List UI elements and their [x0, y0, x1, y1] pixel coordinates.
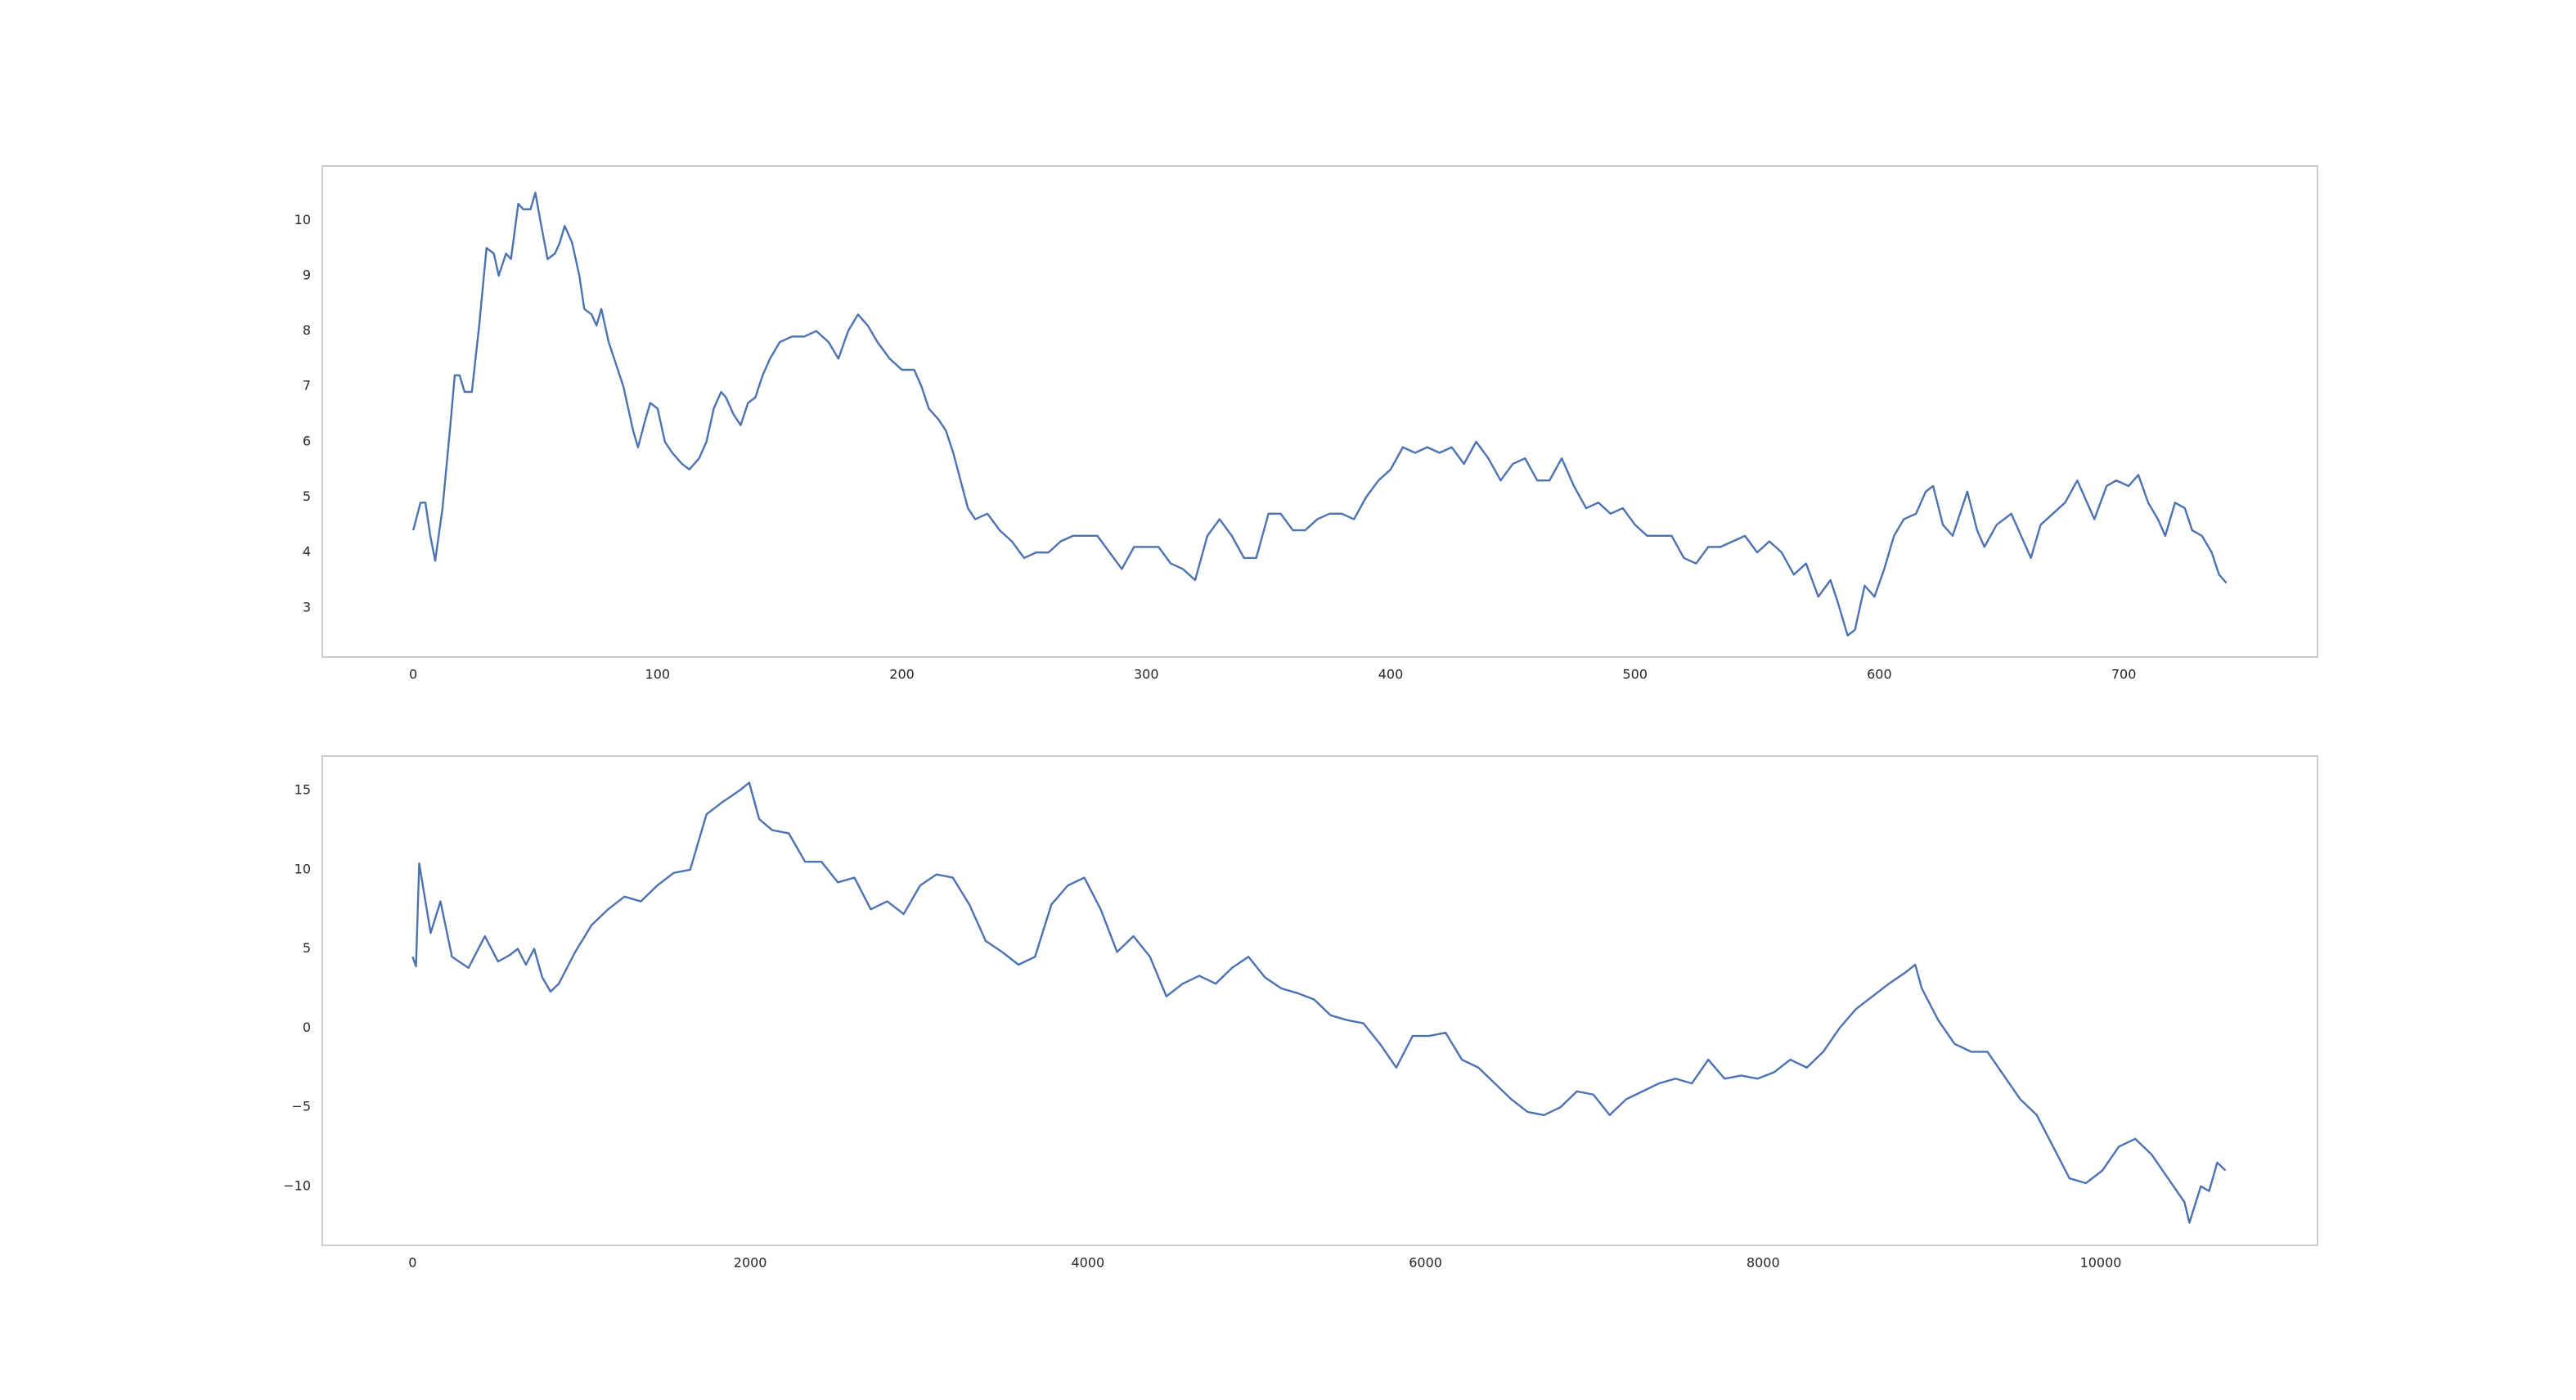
y-tick-label: 6 [303, 433, 311, 448]
y-tick-label: 9 [303, 267, 311, 282]
x-tick-label: 10000 [2080, 1255, 2122, 1271]
x-tick-label: 8000 [1747, 1255, 1780, 1271]
x-tick-label: 600 [1867, 667, 1892, 682]
y-tick-label: −10 [283, 1177, 311, 1193]
data-line [411, 781, 2227, 1224]
x-tick-label: 500 [1622, 667, 1648, 682]
y-tick-label: 5 [303, 940, 311, 956]
y-tick-label: −5 [291, 1099, 311, 1114]
y-tick-label: 8 [303, 322, 311, 338]
y-tick-label: 7 [303, 378, 311, 394]
y-tick-label: 15 [294, 782, 311, 798]
y-tick-label: 0 [303, 1020, 311, 1035]
x-tick-label: 300 [1134, 667, 1159, 682]
y-tick-label: 5 [303, 488, 311, 504]
x-tick-label: 200 [889, 667, 915, 682]
plot-frame [321, 165, 2318, 658]
x-tick-label: 2000 [734, 1255, 767, 1271]
plot-frame [321, 755, 2318, 1246]
x-tick-label: 4000 [1071, 1255, 1104, 1271]
x-tick-label: 700 [2111, 667, 2137, 682]
y-tick-label: 10 [294, 861, 311, 876]
y-tick-label: 3 [303, 599, 311, 614]
x-tick-label: 100 [645, 667, 671, 682]
x-tick-label: 0 [409, 667, 417, 682]
data-line [411, 191, 2228, 637]
x-tick-label: 6000 [1409, 1255, 1442, 1271]
y-tick-label: 4 [303, 544, 311, 560]
x-tick-label: 400 [1378, 667, 1404, 682]
y-tick-label: 10 [294, 212, 311, 227]
x-tick-label: 0 [408, 1255, 416, 1271]
